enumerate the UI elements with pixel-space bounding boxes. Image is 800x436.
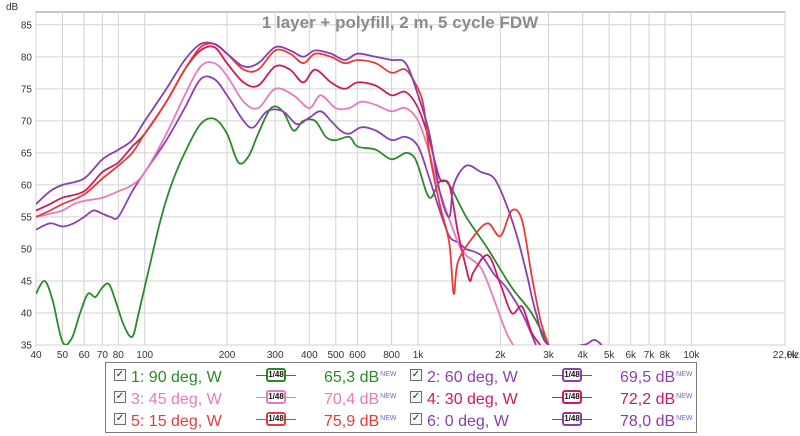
series-line-4 [36, 45, 542, 345]
x-tick-label: 800 [383, 350, 400, 361]
legend: ✓ 1: 90 deg, W 1/48 65,3 dBNEW ✓ 2: 60 deg, W… [105, 362, 697, 433]
legend-item[interactable]: ✓ 4: 30 deg, W 1/48 72,2 dBNEW [402, 388, 698, 408]
y-tick-label: 45 [21, 276, 33, 287]
x-tick-label: 50 [57, 350, 69, 361]
smoothing-button[interactable]: 1/48 [256, 412, 296, 426]
y-axis-label: dB [6, 2, 19, 13]
series-line-5 [36, 42, 550, 345]
legend-level-value: 70,4 dBNEW [324, 391, 397, 408]
x-tick-label: 40 [30, 350, 42, 361]
x-tick-label: 2k [495, 350, 507, 361]
smoothing-label: 1/48 [562, 368, 582, 382]
x-tick-label: 500 [327, 350, 344, 361]
y-tick-label: 60 [21, 180, 33, 191]
x-tick-label: 1k [413, 350, 425, 361]
x-tick-label: 10k [683, 350, 700, 361]
y-tick-label: 75 [21, 84, 33, 95]
x-tick-label: 3k [543, 350, 555, 361]
legend-level-value: 75,9 dBNEW [324, 413, 397, 430]
legend-checkbox[interactable]: ✓ [410, 391, 422, 403]
x-tick-label: 80 [113, 350, 125, 361]
y-tick-label: 40 [21, 308, 33, 319]
legend-level-value: 69,5 dBNEW [620, 369, 693, 386]
new-badge: NEW [380, 392, 397, 400]
smoothing-button[interactable]: 1/48 [552, 390, 592, 404]
series-line-6 [36, 41, 603, 345]
y-tick-label: 65 [21, 148, 33, 159]
y-tick-label: 80 [21, 52, 33, 63]
legend-item[interactable]: ✓ 1: 90 deg, W 1/48 65,3 dBNEW [106, 366, 402, 386]
x-tick-label: 60 [79, 350, 91, 361]
legend-checkbox[interactable]: ✓ [114, 369, 126, 381]
chart-title: 1 layer + polyfill, 2 m, 5 cycle FDW [262, 13, 539, 32]
x-tick-label: 22,0k [773, 350, 798, 361]
x-tick-label: 70 [97, 350, 109, 361]
legend-item[interactable]: ✓ 6: 0 deg, W 1/48 78,0 dBNEW [402, 410, 698, 430]
x-tick-label: 200 [219, 350, 236, 361]
x-tick-label: 8k [660, 350, 672, 361]
legend-checkbox[interactable]: ✓ [114, 391, 126, 403]
x-tick-label: 5k [604, 350, 616, 361]
x-tick-label: 6k [625, 350, 637, 361]
x-tick-label: 300 [267, 350, 284, 361]
legend-level-value: 65,3 dBNEW [324, 369, 397, 386]
smoothing-label: 1/48 [266, 368, 286, 382]
smoothing-label: 1/48 [266, 390, 286, 404]
x-tick-label: 7k [644, 350, 656, 361]
x-tick-label: 400 [301, 350, 318, 361]
y-tick-label: 55 [21, 212, 33, 223]
grid [35, 12, 786, 346]
legend-series-name: 5: 15 deg, W [131, 413, 222, 430]
smoothing-label: 1/48 [562, 390, 582, 404]
new-badge: NEW [676, 392, 693, 400]
x-tick-label: 4k [577, 350, 589, 361]
new-badge: NEW [380, 414, 397, 422]
y-axis-ticks: 35 40 45 50 55 60 65 70 75 80 85 [21, 20, 33, 351]
y-tick-label: 50 [21, 244, 33, 255]
smoothing-label: 1/48 [266, 412, 286, 426]
legend-series-name: 1: 90 deg, W [131, 369, 222, 386]
y-tick-label: 70 [21, 116, 33, 127]
smoothing-button[interactable]: 1/48 [552, 412, 592, 426]
new-badge: NEW [676, 414, 693, 422]
series-line-1 [36, 105, 550, 345]
legend-series-name: 4: 30 deg, W [427, 391, 518, 408]
series-lines [36, 41, 603, 345]
legend-level-value: 78,0 dBNEW [620, 413, 693, 430]
x-axis-unit-label: Hz [787, 350, 799, 361]
x-axis-ticks: 40 50 60 70 80 100 200 300 400 500 600 800 1k 2k 3k 4k 5… [30, 350, 798, 361]
legend-series-name: 3: 45 deg, W [131, 391, 222, 408]
chart: 40 50 60 70 80 100 200 300 400 500 600 800 1k 2k 3k 4k 5… [6, 2, 799, 361]
x-tick-label: 600 [349, 350, 366, 361]
new-badge: NEW [380, 370, 397, 378]
new-badge: NEW [676, 370, 693, 378]
x-tick-label: 100 [136, 350, 153, 361]
legend-checkbox[interactable]: ✓ [114, 413, 126, 425]
legend-series-name: 2: 60 deg, W [427, 369, 518, 386]
legend-item[interactable]: ✓ 2: 60 deg, W 1/48 69,5 dBNEW [402, 366, 698, 386]
series-line-3 [36, 61, 515, 345]
legend-level-value: 72,2 dBNEW [620, 391, 693, 408]
plot-background [35, 11, 786, 346]
smoothing-label: 1/48 [562, 412, 582, 426]
legend-item[interactable]: ✓ 3: 45 deg, W 1/48 70,4 dBNEW [106, 388, 402, 408]
y-tick-label: 35 [21, 341, 33, 352]
y-tick-label: 85 [21, 20, 33, 31]
legend-series-name: 6: 0 deg, W [427, 413, 509, 430]
legend-checkbox[interactable]: ✓ [410, 413, 422, 425]
legend-item[interactable]: ✓ 5: 15 deg, W 1/48 75,9 dBNEW [106, 410, 402, 430]
smoothing-button[interactable]: 1/48 [256, 368, 296, 382]
smoothing-button[interactable]: 1/48 [256, 390, 296, 404]
legend-checkbox[interactable]: ✓ [410, 369, 422, 381]
smoothing-button[interactable]: 1/48 [552, 368, 592, 382]
series-line-2 [36, 75, 537, 345]
